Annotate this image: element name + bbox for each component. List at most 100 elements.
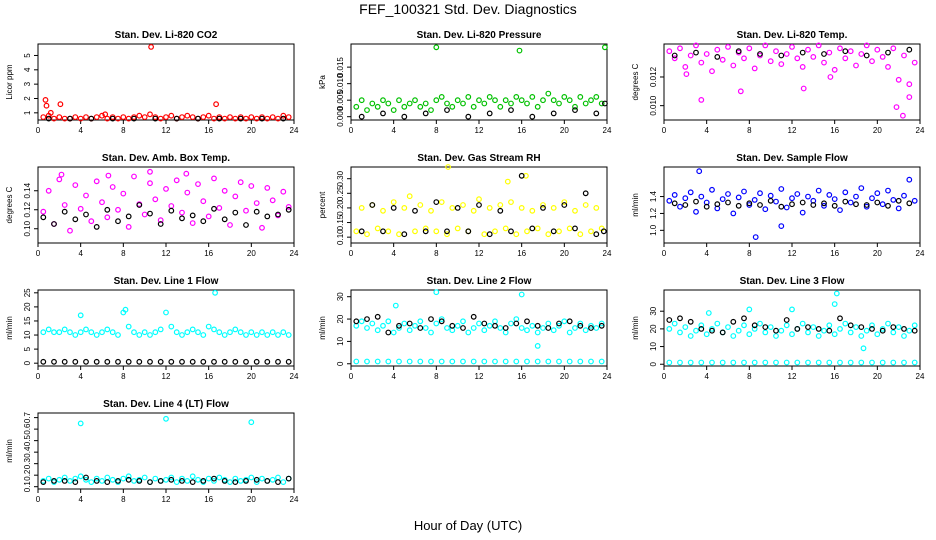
data-point: [422, 228, 429, 235]
data-point: [93, 478, 100, 484]
data-point: [885, 187, 891, 194]
data-point: [476, 320, 482, 327]
x-tick-label: 12: [162, 126, 171, 135]
data-point: [109, 476, 116, 483]
y-tick-label: 30: [336, 292, 345, 301]
data-point: [280, 112, 287, 119]
data-point: [730, 333, 737, 339]
x-tick-label: 8: [747, 372, 752, 381]
data-point: [518, 325, 525, 331]
data-point: [125, 358, 132, 365]
data-point: [216, 474, 223, 481]
data-point: [179, 478, 185, 484]
data-point: [863, 202, 870, 208]
data-point: [719, 359, 726, 366]
data-point: [874, 199, 881, 206]
data-point: [752, 234, 759, 241]
data-point: [895, 324, 902, 331]
data-point: [189, 479, 196, 486]
data-point: [120, 114, 127, 120]
panel-title: Stan. Dev. Amb. Box Temp.: [102, 153, 230, 164]
data-point: [693, 49, 699, 56]
data-point: [390, 204, 397, 211]
data-point: [264, 332, 271, 338]
data-point: [195, 181, 201, 188]
data-point: [93, 475, 100, 482]
data-point: [131, 329, 137, 336]
data-point: [593, 325, 600, 331]
data-point: [168, 476, 175, 483]
data-point: [433, 199, 440, 206]
data-point: [885, 63, 891, 70]
x-tick-label: 16: [517, 126, 526, 135]
data-point: [401, 103, 408, 110]
data-point: [847, 48, 854, 55]
y-axis-label: degrees C: [631, 63, 640, 100]
data-point: [285, 358, 292, 365]
data-point: [879, 54, 886, 60]
data-point: [714, 320, 721, 327]
y-tick-label: 2: [23, 96, 32, 101]
data-point: [901, 52, 907, 59]
data-point: [147, 479, 153, 486]
data-point: [698, 322, 705, 329]
data-point: [767, 324, 774, 331]
data-point: [703, 203, 710, 210]
data-point: [730, 359, 737, 366]
y-tick-label: 0: [336, 361, 345, 366]
data-point: [719, 329, 726, 336]
y-tick-label: 0.005: [336, 90, 345, 111]
data-point: [353, 318, 360, 325]
data-point: [380, 97, 386, 104]
x-tick-label: 16: [517, 249, 526, 258]
y-tick-label: 0.3: [23, 458, 32, 470]
data-point: [831, 196, 838, 203]
data-point: [566, 358, 573, 365]
data-point: [602, 100, 608, 107]
y-tick-label: 15: [23, 316, 32, 325]
data-point: [671, 52, 678, 59]
data-point: [200, 114, 207, 120]
data-point: [275, 332, 281, 338]
data-point: [773, 48, 779, 55]
data-point: [438, 358, 445, 365]
data-point: [598, 100, 605, 107]
data-point: [93, 178, 100, 185]
data-point: [762, 329, 769, 336]
data-point: [120, 475, 127, 482]
data-point: [396, 358, 402, 365]
data-point: [874, 46, 881, 53]
data-point: [746, 200, 753, 207]
x-tick-label: 24: [916, 249, 925, 258]
data-point: [104, 474, 111, 481]
data-point: [847, 359, 854, 366]
data-point: [428, 358, 434, 365]
data-point: [826, 191, 833, 198]
x-tick-label: 24: [603, 249, 612, 258]
data-point: [109, 329, 116, 336]
x-tick-label: 0: [662, 249, 667, 258]
data-point: [396, 325, 402, 331]
data-point: [141, 211, 148, 218]
data-point: [237, 478, 244, 484]
data-point: [454, 97, 461, 104]
data-point: [221, 478, 228, 484]
data-point: [115, 358, 121, 365]
data-point: [77, 473, 84, 480]
data-point: [465, 93, 472, 100]
y-tick-label: 0: [23, 360, 32, 365]
data-point: [842, 320, 849, 327]
data-point: [789, 201, 795, 208]
data-point: [454, 225, 461, 232]
data-point: [417, 103, 424, 110]
x-tick-label: 12: [162, 372, 171, 381]
y-tick-label: 10: [23, 330, 32, 339]
data-point: [879, 326, 886, 332]
data-point: [353, 228, 360, 235]
data-point: [470, 103, 477, 110]
data-point: [682, 202, 689, 208]
data-point: [211, 175, 217, 182]
data-point: [259, 224, 265, 231]
data-point: [827, 74, 834, 80]
data-point: [275, 479, 281, 486]
